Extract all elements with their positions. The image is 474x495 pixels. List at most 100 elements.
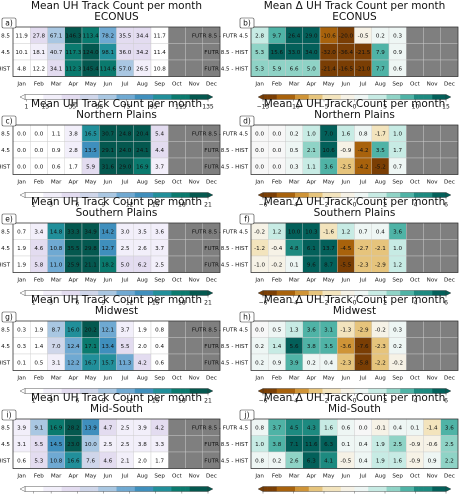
colorbar-tick-label: 15 — [152, 300, 160, 307]
colorbar-segment — [331, 290, 337, 296]
month-tick-label: May — [85, 474, 97, 480]
colorbar-segment — [134, 94, 140, 100]
heatmap-cell — [423, 239, 441, 257]
cell-label: 2.5 — [445, 442, 454, 448]
cell-label: -0.2 — [254, 229, 265, 235]
cell-label: 3.8 — [307, 344, 316, 350]
month-tick-label: Oct — [172, 474, 182, 480]
colorbar-segment — [89, 290, 94, 296]
colorbar-segment — [29, 486, 35, 492]
colorbar-tick-label: 21 — [204, 202, 212, 209]
colorbar-segment — [427, 388, 433, 394]
cell-label: 1.2 — [272, 229, 281, 235]
cell-label: 5.0 — [121, 262, 130, 268]
colorbar-segment — [70, 486, 76, 492]
colorbar-tick-label: 5 — [383, 104, 387, 111]
colorbar-segment — [102, 290, 108, 296]
cell-label: 18.2 — [102, 262, 114, 268]
panel-label: d) — [239, 115, 255, 127]
cell-label: 1.0 — [255, 442, 264, 448]
row-label: FUTR 8.5 - FUTR 4.5 — [192, 328, 249, 334]
colorbar-segment — [281, 290, 287, 296]
row-label: FUTR 4.5 - HIST — [204, 361, 248, 367]
month-tick-label: Jun — [103, 278, 113, 284]
colorbar-segment — [52, 486, 58, 492]
colorbar-segment — [189, 192, 195, 198]
grid-frame — [250, 26, 459, 77]
colorbar-segment — [171, 388, 177, 394]
colorbar-segment — [175, 388, 181, 394]
heatmap-cell — [168, 353, 186, 371]
colorbar-segment — [198, 290, 204, 296]
cell-label: -2.9 — [358, 327, 369, 333]
colorbar-segment — [272, 94, 278, 100]
month-tick-label: Sep — [392, 180, 403, 186]
colorbar-segment — [98, 486, 104, 492]
colorbar-segment — [189, 290, 195, 296]
panel-subtitle: Southern Plains — [314, 207, 396, 219]
month-tick-label: Sep — [154, 278, 165, 284]
cell-label: 145.4 — [83, 66, 99, 72]
cell-label: 3.6 — [393, 229, 402, 235]
colorbar-segment — [25, 388, 30, 394]
colorbar-segment — [345, 94, 351, 100]
colorbar-segment — [79, 486, 85, 492]
colorbar-segment — [93, 388, 99, 394]
heatmap-cell — [440, 157, 459, 175]
panel-title: Mean Δ UH Track Count per month — [264, 196, 446, 208]
cell-label: -2.5 — [340, 164, 351, 170]
cell-label: 29.8 — [84, 246, 97, 252]
cell-label: 0.4 — [393, 425, 402, 431]
colorbar-segment — [130, 290, 136, 296]
cell-label: 3.6 — [307, 327, 316, 333]
cell-label: 20.4 — [136, 131, 149, 137]
cell-label: 0.0 — [17, 148, 26, 154]
cell-label: 0.4 — [324, 360, 333, 366]
month-tick-label: Nov — [189, 278, 201, 284]
colorbar-segment — [386, 486, 392, 492]
month-tick-label: Jun — [341, 278, 351, 284]
colorbar-segment — [175, 486, 181, 492]
cell-label: 2.0 — [138, 458, 147, 464]
month-tick-label: Mar — [289, 278, 300, 284]
panel-subtitle: Mid-South — [90, 403, 143, 415]
month-tick-label: Aug — [375, 180, 386, 186]
colorbar-segment — [400, 192, 406, 198]
cell-label: 1.0 — [393, 131, 402, 137]
colorbar-segment — [381, 290, 387, 296]
colorbar-segment — [381, 388, 387, 394]
month-tick-label: Nov — [427, 376, 439, 382]
month-tick-label: Mar — [289, 474, 300, 480]
row-label: HIST — [0, 361, 11, 367]
colorbar-segment — [189, 486, 195, 492]
row-label: FUTR 4.5 — [0, 148, 10, 154]
colorbar-segment — [404, 388, 410, 394]
cell-label: 0.2 — [376, 33, 385, 39]
colorbar-segment — [377, 486, 383, 492]
colorbar-segment — [162, 192, 168, 198]
month-tick-label: Jul — [121, 180, 129, 186]
row-label: FUTR 8.5 - HIST — [204, 442, 248, 448]
colorbar-segment — [423, 192, 428, 198]
cell-label: 24.0 — [119, 148, 132, 154]
row-label: FUTR 8.5 — [0, 230, 10, 236]
cell-label: 3.5 — [376, 148, 385, 154]
colorbar-extend-low — [257, 388, 264, 394]
heatmap-cell — [440, 43, 459, 61]
colorbar-segment — [441, 486, 447, 492]
colorbar-segment — [162, 388, 168, 394]
month-tick-label: May — [323, 82, 335, 88]
grid-frame — [12, 418, 221, 469]
colorbar-segment — [139, 192, 145, 198]
month-tick-label: May — [323, 376, 335, 382]
cell-label: 0.6 — [155, 360, 164, 366]
panel-title: Mean UH Track Count per month — [31, 392, 202, 404]
colorbar-tick-label: 0 — [353, 202, 357, 209]
colorbar-segment — [317, 94, 323, 100]
heatmap-cell — [168, 43, 186, 61]
colorbar-segment — [436, 94, 442, 100]
colorbar-extend-low — [257, 290, 264, 296]
colorbar-segment — [79, 290, 85, 296]
panel-title: Mean Δ UH Track Count per month — [264, 294, 446, 306]
colorbar-segment — [304, 192, 310, 198]
